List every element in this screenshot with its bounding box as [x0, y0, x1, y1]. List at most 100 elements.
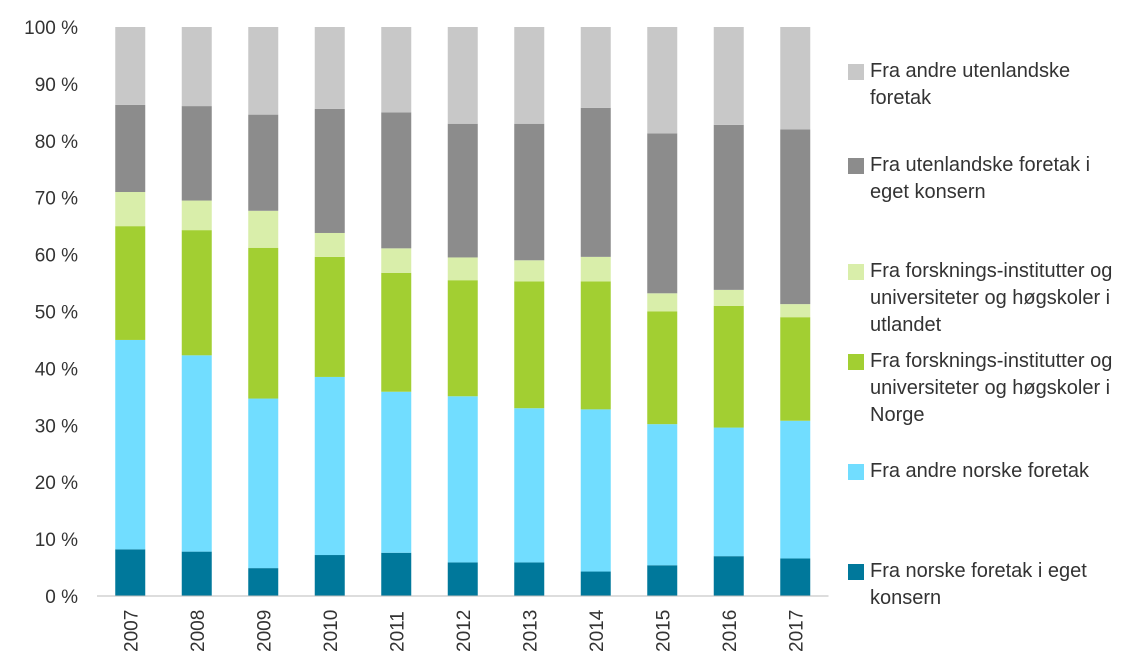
- bar-segment: [447, 562, 478, 596]
- legend-label: Fra andre utenlandske foretak: [870, 60, 1071, 109]
- x-tick-label: 2007: [121, 610, 142, 652]
- bar-segment: [381, 272, 412, 392]
- bar-segment: [447, 257, 478, 281]
- bar-segment: [248, 568, 279, 596]
- y-tick-label: 30 %: [35, 416, 78, 437]
- bar-segment: [381, 112, 412, 249]
- bar-segment: [248, 247, 279, 399]
- x-tick-label: 2010: [321, 610, 342, 652]
- x-tick-label: 2008: [188, 610, 209, 652]
- bar-segment: [514, 281, 545, 409]
- bar-segment: [181, 200, 212, 231]
- legend-item: Fra andre norske foretak: [848, 458, 1133, 485]
- bar-segment: [514, 123, 545, 261]
- chart: 0 % 10 % 20 % 30 % 40 % 50 % 60 % 70 % 80 % 90 % 1…: [24, 18, 829, 652]
- y-tick-label: 80 %: [35, 132, 78, 153]
- bar-segment: [115, 192, 146, 227]
- bar-segment: [514, 260, 545, 282]
- bar-segment: [248, 114, 279, 211]
- legend-label: Fra norske foretak i eget konsern: [870, 560, 1087, 609]
- y-tick-label: 70 %: [35, 189, 78, 210]
- bar-segment: [181, 355, 212, 552]
- legend-item: Fra forsknings-institutter og universite…: [848, 348, 1133, 429]
- bar-segment: [181, 551, 212, 596]
- bar-segment: [115, 549, 146, 596]
- legend-label: Fra utenlandske foretak i eget konsern: [870, 154, 1091, 203]
- bar-segment: [647, 27, 678, 134]
- bar-segment: [647, 565, 678, 596]
- bar-segment: [314, 108, 345, 233]
- bar-segment: [381, 248, 412, 273]
- bar-segment: [580, 571, 611, 596]
- bar-segment: [713, 27, 744, 125]
- bar-segment: [514, 562, 545, 596]
- bar-segment: [713, 124, 744, 290]
- legend-item: Fra norske foretak i eget konsern: [848, 558, 1133, 612]
- bar-segment: [580, 107, 611, 257]
- legend-item: Fra andre utenlandske foretak: [848, 58, 1133, 112]
- y-tick-label: 100 %: [24, 18, 78, 39]
- legend-swatch: [848, 354, 864, 370]
- bar-segment: [580, 256, 611, 282]
- y-tick-label: 60 %: [35, 246, 78, 267]
- bar-segment: [647, 311, 678, 425]
- bar-segment: [381, 552, 412, 596]
- x-tick-label: 2017: [786, 610, 807, 652]
- bar-segment: [780, 129, 811, 305]
- bar-segment: [181, 230, 212, 356]
- bar-segment: [115, 104, 146, 193]
- y-tick-label: 20 %: [35, 473, 78, 494]
- legend-swatch: [848, 158, 864, 174]
- legend-swatch: [848, 264, 864, 280]
- bar-segment: [447, 396, 478, 563]
- bar-segment: [647, 293, 678, 312]
- bar-segment: [248, 210, 279, 248]
- bar-segment: [514, 27, 545, 124]
- legend-item: Fra forsknings-institutter og universite…: [848, 258, 1133, 339]
- legend-swatch: [848, 564, 864, 580]
- bar-segment: [713, 289, 744, 306]
- bar-segment: [447, 123, 478, 258]
- y-tick-label: 90 %: [35, 75, 78, 96]
- y-tick-label: 40 %: [35, 359, 78, 380]
- x-tick-label: 2014: [587, 609, 608, 652]
- bar-segment: [713, 556, 744, 596]
- bar-segment: [181, 27, 212, 107]
- legend-swatch: [848, 464, 864, 480]
- bar-segment: [780, 304, 811, 318]
- x-tick-label: 2013: [520, 610, 541, 652]
- x-tick-label: 2009: [254, 610, 275, 652]
- y-tick-label: 50 %: [35, 303, 78, 324]
- bar-segment: [248, 398, 279, 569]
- bar-segment: [780, 558, 811, 596]
- x-tick-label: 2012: [454, 610, 475, 652]
- bar-segment: [647, 133, 678, 294]
- y-tick-label: 0 %: [45, 587, 78, 608]
- bar-segment: [713, 427, 744, 557]
- bar-segment: [780, 317, 811, 421]
- bar-segment: [314, 555, 345, 596]
- legend-label: Fra forsknings-institutter og universite…: [870, 350, 1113, 426]
- bar-segment: [780, 27, 811, 130]
- bar-segment: [647, 424, 678, 566]
- bar-segment: [381, 391, 412, 553]
- bar-segment: [780, 420, 811, 559]
- bar-segment: [314, 27, 345, 109]
- legend-label: Fra andre norske foretak: [870, 460, 1089, 482]
- x-tick-label: 2015: [653, 610, 674, 652]
- legend-item: Fra utenlandske foretak i eget konsern: [848, 152, 1133, 206]
- bar-segment: [447, 280, 478, 397]
- bar-segment: [181, 106, 212, 201]
- x-tick-label: 2011: [387, 611, 408, 652]
- bar-segment: [314, 376, 345, 556]
- bar-segment: [115, 226, 146, 340]
- bar-segment: [115, 339, 146, 550]
- bar-segment: [580, 27, 611, 108]
- bar-segment: [314, 256, 345, 377]
- bar-segment: [713, 305, 744, 428]
- legend-swatch: [848, 64, 864, 80]
- legend-label: Fra forsknings-institutter og universite…: [870, 260, 1113, 336]
- y-tick-label: 10 %: [35, 530, 78, 551]
- bar-segment: [580, 281, 611, 410]
